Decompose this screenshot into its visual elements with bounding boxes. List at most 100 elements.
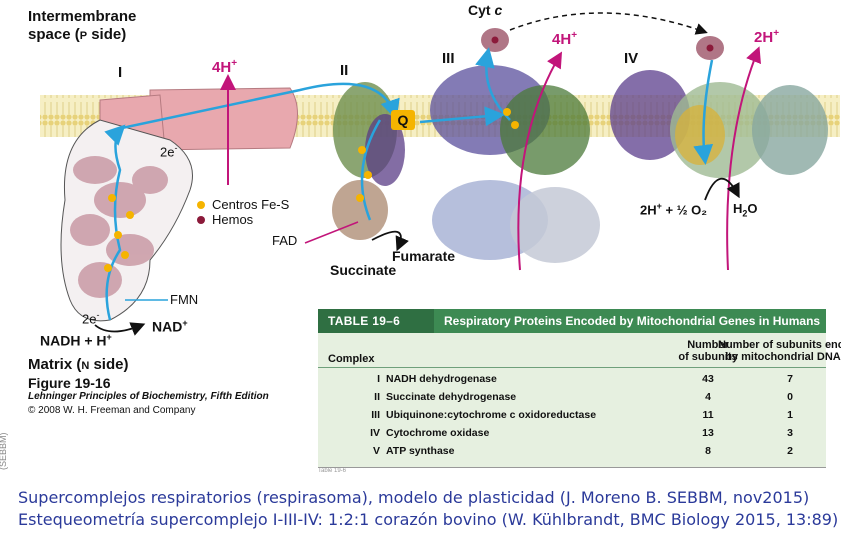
h2o-o: O [747, 201, 758, 216]
row-roman: IV [370, 427, 380, 439]
table-number: TABLE 19–6 [318, 309, 434, 333]
nad-label: NAD+ [152, 318, 188, 335]
col-subunits-line2: of subunits [678, 351, 738, 363]
col-mtdna-header-block: Number of subunits encoded by mitochondr… [718, 339, 841, 363]
nadh-text: NADH + H [40, 332, 107, 349]
row-mtdna: 2 [787, 445, 793, 457]
row-roman: III [371, 409, 380, 421]
nad-text: NAD [152, 318, 183, 335]
table-row: I NADH dehydrogenase 43 7 [318, 371, 826, 388]
row-mtdna: 3 [787, 427, 793, 439]
figure-book: Lehninger Principles of Biochemistry, Fi… [28, 391, 269, 402]
electron-label-bottom: 2e- [82, 310, 99, 326]
space-side-word: side) [87, 26, 127, 43]
space-word: space ( [28, 26, 80, 43]
table-bottom-line [318, 467, 826, 468]
row-name: NADH dehydrogenase [386, 373, 497, 385]
caption-line-2: Estequeometría supercomplejo I-III-IV: 1… [18, 510, 839, 529]
matrix-label: Matrix (N side) [28, 356, 128, 373]
q-badge: Q [391, 110, 415, 130]
table-row: V ATP synthase 8 2 [318, 443, 826, 460]
cytc-word: Cyt [468, 2, 495, 18]
row-subunits: 4 [705, 391, 711, 403]
succinate-label: Succinate [330, 262, 397, 278]
electron-path-q-to-iii [419, 106, 505, 127]
cytc-italic-c: c [494, 2, 503, 18]
electron-top-text: 2e [160, 144, 175, 160]
electron-path-ii [360, 119, 382, 221]
cytc-label: Cyt c [468, 2, 502, 18]
electron-top-sup: - [174, 143, 178, 153]
proton-4h-left-sup: + [231, 58, 238, 69]
o2-left-sup: + [656, 201, 662, 211]
table-footer: Table 19-6 [318, 468, 347, 474]
o2-reaction-label: 2H+ + ½ O₂ [640, 201, 707, 217]
legend-fes: Centros Fe-S [212, 197, 290, 212]
fumarate-label: Fumarate [392, 248, 456, 264]
row-mtdna: 0 [787, 391, 793, 403]
complex-iii-label: III [442, 50, 455, 67]
legend-hemos: Hemos [212, 212, 254, 227]
proton-arrow-iii [517, 51, 563, 271]
table-title: Respiratory Proteins Encoded by Mitochon… [444, 314, 821, 328]
proton-4h-right-text: 4H [552, 31, 572, 48]
col-mtdna-line2: by mitochondrial DNA [725, 351, 841, 363]
fes-centers [104, 108, 519, 272]
electron-path-i [104, 124, 126, 321]
electron-label-top: 2e- [160, 143, 177, 159]
proton-4h-right-sup: + [571, 30, 578, 41]
h2o-h: H [733, 201, 743, 216]
h2o-sub: 2 [742, 208, 748, 219]
row-name: ATP synthase [386, 445, 455, 457]
complex-iii [430, 65, 600, 263]
table-row: III Ubiquinone:cytochrome c oxidoreducta… [318, 407, 826, 424]
table-row: II Succinate dehydrogenase 4 0 [318, 389, 826, 406]
row-subunits: 11 [702, 409, 714, 421]
fmn-label: FMN [170, 292, 199, 307]
side-note: (SEBBM) [0, 432, 8, 470]
hemes [197, 36, 714, 224]
matrix-word: Matrix ( [28, 356, 82, 373]
matrix-n-letter: N [81, 360, 90, 372]
o2-left-text: 2H [640, 202, 657, 218]
complex-iv [610, 70, 828, 178]
intermembrane-word: Intermembrane [28, 8, 137, 25]
nadh-label: NADH + H+ [40, 332, 112, 349]
row-mtdna: 7 [787, 373, 793, 385]
nadh-sup: + [106, 332, 112, 342]
complex-ii-label: II [340, 62, 349, 79]
electron-path-iv [693, 59, 714, 165]
row-name: Ubiquinone:cytochrome c oxidoreductase [386, 409, 597, 421]
table-row: IV Cytochrome oxidase 13 3 [318, 425, 826, 442]
p-side-letter: P [79, 30, 88, 42]
subunit-table: TABLE 19–6 Respiratory Proteins Encoded … [318, 309, 841, 468]
row-roman: I [377, 373, 380, 385]
proton-2h-text: 2H [754, 29, 774, 46]
table-header-bar: TABLE 19–6 Respiratory Proteins Encoded … [318, 309, 826, 333]
proton-2h-sup: + [773, 28, 780, 39]
row-subunits: 13 [702, 427, 714, 439]
fad-pointer [304, 221, 359, 244]
complex-i [60, 87, 298, 322]
electron-bottom-text: 2e [82, 311, 97, 327]
table-divider [318, 367, 826, 368]
fad-label: FAD [272, 233, 298, 248]
cytc-transfer-arrow [509, 12, 708, 35]
intermembrane-label: Intermembrane space (P side) [28, 8, 136, 45]
proton-4h-left-text: 4H [212, 59, 232, 76]
caption-line-1: Supercomplejos respiratorios (respirasom… [18, 488, 810, 507]
space-line: space (P side) [28, 26, 136, 45]
row-subunits: 43 [702, 373, 714, 385]
row-subunits: 8 [705, 445, 711, 457]
proton-2h: 2H+ [754, 28, 779, 46]
row-roman: II [374, 391, 380, 403]
o2-to-h2o-arrow [704, 177, 740, 201]
matrix-side-word: side) [89, 356, 129, 373]
col-complex-header: Complex [328, 353, 375, 365]
figure-copyright: © 2008 W. H. Freeman and Company [28, 405, 196, 416]
row-roman: V [372, 445, 380, 457]
row-name: Cytochrome oxidase [386, 427, 490, 439]
proton-4h-left: 4H+ [212, 58, 237, 76]
q-text: Q [397, 112, 409, 128]
